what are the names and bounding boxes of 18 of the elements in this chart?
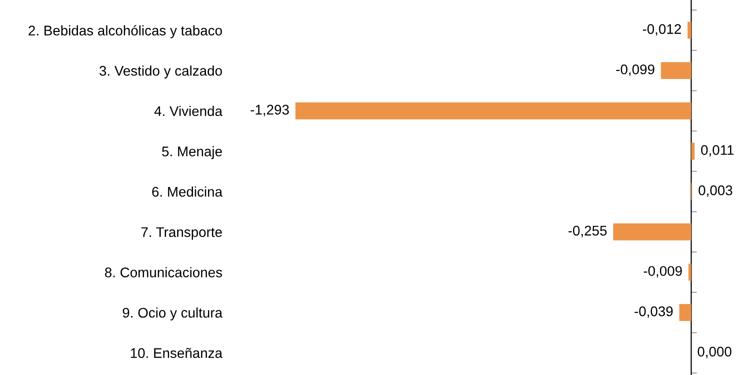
- y-tick-label: 3. Vestido y calzado: [100, 66, 222, 78]
- data-label: -0,039: [634, 306, 673, 318]
- y-tick-label: 2. Bebidas alcohólicas y tabaco: [28, 25, 222, 38]
- y-tick-label: 10. Enseñanza: [130, 348, 223, 358]
- y-tick-label: 6. Medicina: [152, 186, 223, 197]
- data-label: -0,009: [644, 266, 682, 278]
- y-tick-label: 8. Comunicaciones: [104, 267, 222, 278]
- y-tick-label: 5. Menaje: [162, 146, 222, 160]
- data-label: 0,003: [698, 185, 732, 197]
- data-label: 0,000: [698, 346, 732, 358]
- data-label: -1,293: [250, 104, 289, 116]
- y-tick-label: 9. Ocio y cultura: [122, 307, 223, 320]
- data-label: -0,099: [616, 64, 654, 76]
- data-label: -0,255: [568, 226, 607, 238]
- y-tick-label: 4. Vivienda: [154, 106, 223, 116]
- data-label: -0,012: [642, 24, 681, 36]
- data-label: 0,011: [701, 145, 734, 157]
- y-tick-label: 7. Transporte: [141, 227, 222, 240]
